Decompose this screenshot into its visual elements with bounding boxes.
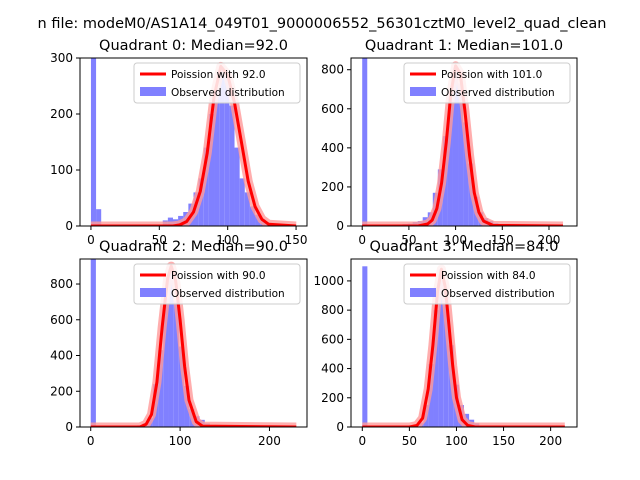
x-tick-label: 100 [169, 434, 192, 448]
x-tick-label: 0 [358, 233, 366, 247]
legend: Poission with 92.0 Observed distribution [133, 62, 301, 104]
legend: Poission with 84.0 Observed distribution [403, 263, 571, 305]
x-tick-label: 200 [538, 233, 561, 247]
y-tick-label: 600 [321, 332, 344, 346]
legend-label-observed: Observed distribution [441, 288, 555, 300]
axes-frame [79, 57, 308, 227]
histogram-bar [234, 147, 240, 226]
y-tick-label: 200 [321, 391, 344, 405]
x-tick-label: 0 [87, 233, 95, 247]
x-tick-label: 150 [491, 233, 514, 247]
y-tick-label: 400 [321, 362, 344, 376]
legend-label-observed: Observed distribution [171, 288, 285, 300]
subplot-quadrant-2: 0 100 200 0 200 400 600 800 Quadrant 2: Median=9… [50, 239, 308, 448]
subplot-quadrant-3: 0 50 100 150 200 0 200 400 600 800 1000 Quadrant 3:… [313, 239, 578, 448]
subplot-quadrant-1: 0 50 100 150 200 0 200 400 600 800 Quadrant 1: Med… [321, 38, 578, 247]
x-tick-label: 0 [87, 434, 95, 448]
histogram-bar [178, 346, 185, 427]
y-tick-label: 600 [321, 102, 344, 116]
histogram-bar [203, 147, 209, 226]
legend-patch-swatch [140, 288, 166, 297]
y-tick-label: 600 [50, 313, 73, 327]
y-tick-label: 200 [50, 107, 73, 121]
x-tick-label: 100 [445, 434, 468, 448]
y-tick-label: 800 [321, 303, 344, 317]
x-tick-label: 0 [358, 434, 366, 448]
y-tick-label: 800 [50, 277, 73, 291]
y-tick-label: 1000 [313, 274, 344, 288]
histogram-bar [168, 269, 174, 427]
histogram-bar [249, 206, 256, 226]
histogram-bar [96, 209, 102, 226]
histogram-bar [362, 266, 368, 427]
axes-frame [350, 57, 578, 227]
legend-box [403, 263, 571, 305]
x-tick-label: 50 [402, 434, 417, 448]
legend-label-poisson: Poission with 84.0 [441, 270, 536, 282]
histogram-bar [463, 122, 469, 226]
legend-box [403, 62, 571, 104]
y-tick-label: 0 [65, 420, 73, 434]
subplot-title: Quadrant 3: Median=84.0 [370, 239, 559, 255]
legend: Poission with 90.0 Observed distribution [133, 263, 301, 305]
subplot-quadrant-0: 0 50 100 150 0 100 200 300 Quadrant 0: Median=92… [50, 38, 307, 247]
histogram-bar [229, 105, 235, 226]
y-tick-label: 300 [50, 51, 73, 65]
histogram-bar [163, 298, 169, 427]
x-tick-label: 100 [216, 233, 239, 247]
x-tick-label: 100 [444, 233, 467, 247]
histogram-bar [90, 259, 96, 427]
x-tick-label: 50 [152, 233, 167, 247]
histogram-bar [224, 74, 230, 226]
histogram-bar [173, 301, 179, 427]
x-tick-label: 200 [258, 434, 281, 448]
histogram-bar [438, 269, 444, 427]
legend: Poission with 101.0 Observed distribution [403, 62, 571, 104]
histogram-bar [214, 88, 220, 226]
legend-label-observed: Observed distribution [441, 87, 555, 99]
y-tick-label: 200 [321, 180, 344, 194]
y-tick-label: 100 [50, 163, 73, 177]
legend-patch-swatch [410, 87, 436, 96]
x-tick-label: 150 [492, 434, 515, 448]
x-tick-label: 150 [285, 233, 308, 247]
y-tick-label: 0 [65, 219, 73, 233]
legend-patch-swatch [140, 87, 166, 96]
axes-frame [350, 258, 578, 428]
subplot-title: Quadrant 2: Median=90.0 [99, 239, 288, 255]
legend-box [133, 62, 301, 104]
histogram-bar [219, 66, 225, 226]
subplot-title: Quadrant 0: Median=92.0 [99, 38, 288, 54]
y-tick-label: 400 [50, 349, 73, 363]
figure-suptitle: n file: modeM0/AS1A14_049T01_9000006552_… [38, 16, 607, 32]
histogram-bar [433, 310, 439, 427]
y-tick-label: 800 [321, 63, 344, 77]
histogram-bar [158, 350, 164, 427]
y-tick-label: 200 [50, 384, 73, 398]
histogram-bar [208, 114, 215, 226]
histogram-bar [458, 83, 464, 226]
histogram-bar [447, 97, 453, 226]
histogram-bar [362, 58, 368, 226]
y-tick-label: 0 [336, 420, 344, 434]
x-tick-label: 50 [401, 233, 416, 247]
axes-frame [79, 258, 308, 428]
histogram-bar [239, 178, 245, 226]
subplot-title: Quadrant 1: Median=101.0 [365, 38, 563, 54]
legend-box [133, 263, 301, 305]
legend-patch-swatch [410, 288, 436, 297]
legend-label-observed: Observed distribution [171, 87, 285, 99]
legend-label-poisson: Poission with 101.0 [441, 69, 542, 81]
histogram-bar [452, 67, 459, 226]
y-tick-label: 0 [336, 219, 344, 233]
histogram-bar [443, 295, 449, 427]
histogram-bar [90, 58, 97, 226]
legend-label-poisson: Poission with 92.0 [171, 69, 266, 81]
histogram-bar [244, 192, 250, 226]
legend-label-poisson: Poission with 90.0 [171, 270, 266, 282]
y-tick-label: 400 [321, 141, 344, 155]
x-tick-label: 200 [539, 434, 562, 448]
